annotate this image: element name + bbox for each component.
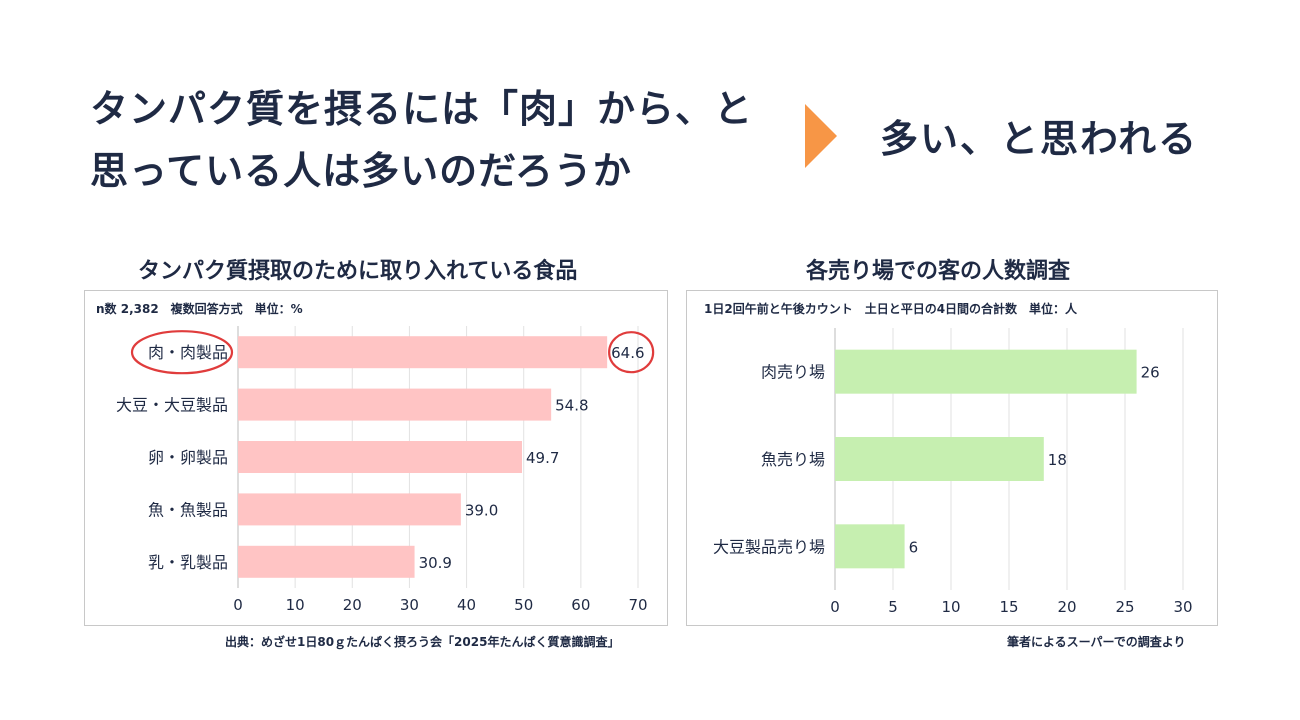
x-tick-label: 0 bbox=[233, 596, 243, 614]
value-label: 6 bbox=[909, 538, 919, 556]
value-label: 18 bbox=[1048, 451, 1067, 469]
bar bbox=[835, 524, 905, 569]
category-label: 肉・肉製品 bbox=[148, 343, 228, 362]
x-tick-label: 10 bbox=[286, 596, 305, 614]
x-tick-label: 0 bbox=[830, 598, 840, 616]
category-highlight-circle bbox=[130, 330, 234, 375]
x-tick-label: 25 bbox=[1115, 598, 1134, 616]
bar bbox=[238, 493, 461, 526]
right-bar-chart: 0 5 10 15 20 25 30 肉売り場 26 魚売り場 18 大豆製品売り場 6 bbox=[713, 328, 1193, 616]
right-chart-note: 1日2回午前と午後カウント 土日と平日の4日間の合計数 単位：人 bbox=[704, 302, 1078, 316]
bar bbox=[835, 349, 1137, 394]
left-chart-title: タンパク質摂取のために取り入れている食品 bbox=[138, 259, 578, 284]
bar bbox=[238, 336, 608, 369]
left-chart-note: n数 2,382 複数回答方式 単位：% bbox=[96, 302, 303, 316]
x-tick-label: 10 bbox=[941, 598, 960, 616]
right-chart-source: 筆者によるスーパーでの調査より bbox=[1007, 635, 1186, 649]
bar bbox=[238, 441, 522, 473]
category-label: 大豆・大豆製品 bbox=[116, 396, 228, 415]
category-label: 魚・魚製品 bbox=[148, 500, 228, 519]
left-chart-source: 出典：めざせ1日80ｇたんぱく摂ろう会「2025年たんぱく質意識調査」 bbox=[225, 635, 620, 649]
value-label: 64.6 bbox=[611, 344, 644, 362]
category-label: 大豆製品売り場 bbox=[713, 537, 825, 556]
category-label: 魚売り場 bbox=[761, 450, 825, 469]
headline-line-1: タンパク質を摂るには「肉」から、と bbox=[90, 87, 754, 131]
x-tick-label: 30 bbox=[400, 596, 419, 614]
x-tick-label: 70 bbox=[628, 596, 647, 614]
headline: タンパク質を摂るには「肉」から、と 思っている人は多いのだろうか bbox=[90, 78, 790, 202]
value-label: 26 bbox=[1141, 364, 1160, 382]
x-tick-label: 5 bbox=[888, 598, 898, 616]
x-tick-label: 50 bbox=[514, 596, 533, 614]
bar bbox=[238, 545, 415, 578]
bar bbox=[835, 437, 1044, 481]
x-tick-label: 60 bbox=[571, 596, 590, 614]
bar bbox=[238, 388, 552, 421]
right-chart-title: 各売り場での客の人数調査 bbox=[806, 259, 1071, 284]
answer-text: 多い、と思われる bbox=[880, 117, 1199, 161]
x-tick-label: 20 bbox=[1057, 598, 1076, 616]
left-bar-chart: 0 10 20 30 40 50 60 70 肉・肉製品 64.6 大豆・大豆製品 54.8 卵・卵製品… bbox=[116, 326, 655, 614]
x-tick-label: 15 bbox=[999, 598, 1018, 616]
x-tick-label: 20 bbox=[343, 596, 362, 614]
value-label: 30.9 bbox=[419, 554, 452, 572]
arrow-right-icon bbox=[805, 104, 837, 168]
category-label: 乳・乳製品 bbox=[148, 553, 228, 572]
value-highlight-circle bbox=[608, 331, 655, 374]
value-label: 49.7 bbox=[526, 449, 559, 467]
category-label: 卵・卵製品 bbox=[148, 448, 228, 467]
x-tick-label: 30 bbox=[1173, 598, 1192, 616]
value-label: 39.0 bbox=[465, 501, 498, 519]
headline-line-2: 思っている人は多いのだろうか bbox=[90, 149, 632, 193]
category-label: 肉売り場 bbox=[761, 363, 825, 382]
value-label: 54.8 bbox=[555, 397, 588, 415]
x-tick-label: 40 bbox=[457, 596, 476, 614]
